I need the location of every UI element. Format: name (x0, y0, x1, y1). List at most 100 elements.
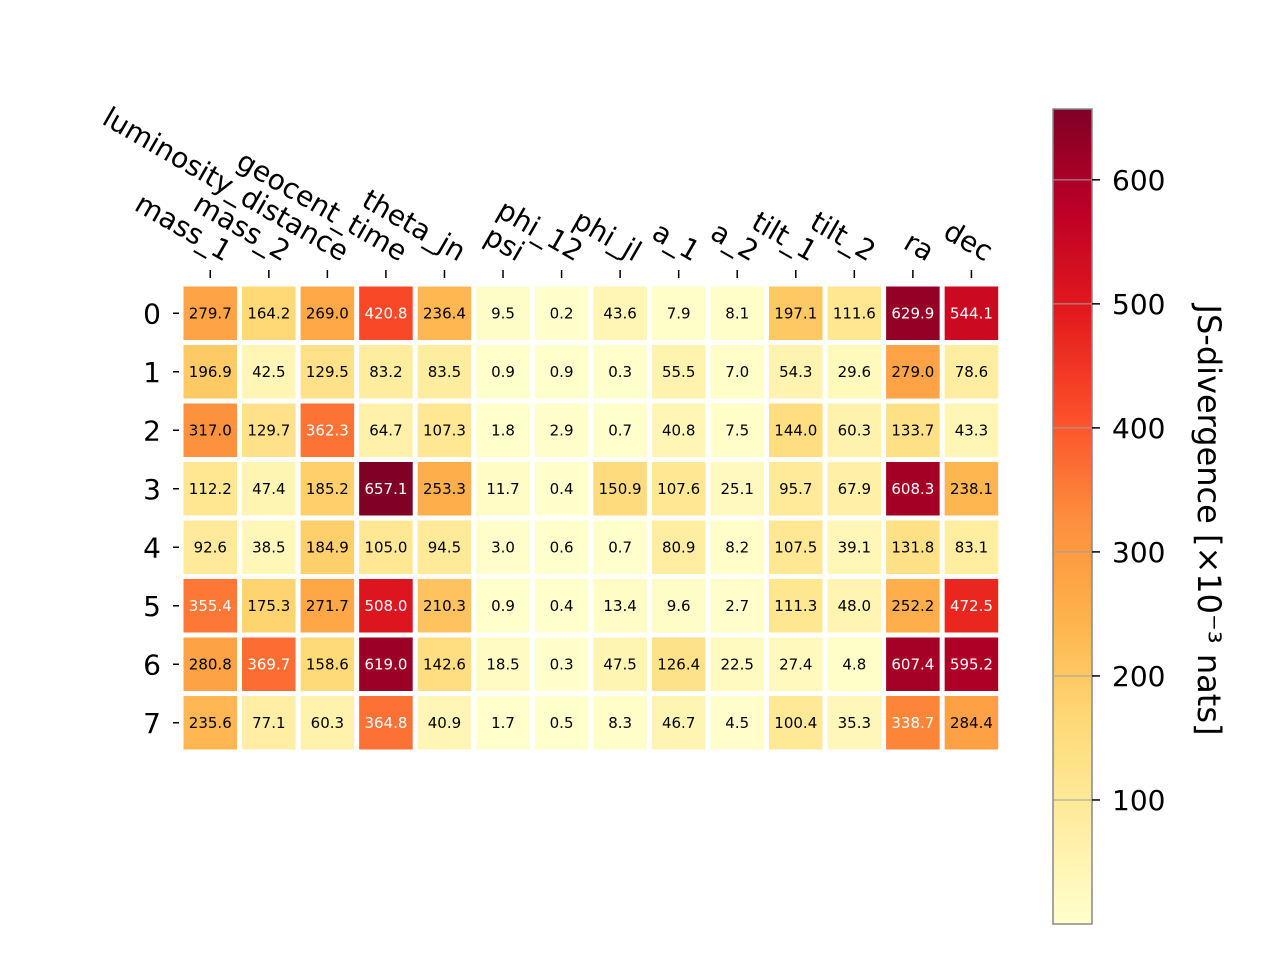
colorbar-tick-label: 100 (1112, 784, 1165, 817)
heatmap-cell (359, 637, 413, 691)
heatmap-cell (534, 403, 589, 457)
heatmap-cell (769, 637, 823, 691)
heatmap-cell (534, 520, 589, 574)
heatmap-cell (242, 579, 296, 633)
heatmap-cell (359, 520, 413, 574)
heatmap-cell (710, 286, 764, 340)
heatmap-cell (242, 286, 296, 340)
heatmap-cell (183, 520, 238, 574)
heatmap-cell (651, 696, 706, 750)
heatmap-cell (886, 637, 940, 691)
cell-value-label: 150.9 (599, 480, 642, 498)
colorbar-tick-label: 400 (1112, 412, 1165, 445)
cell-value-label: 280.8 (189, 655, 232, 673)
cell-value-label: 362.3 (306, 421, 349, 439)
heatmap-cell (651, 286, 706, 340)
cell-value-label: 279.7 (189, 304, 232, 322)
cell-value-label: 67.9 (838, 480, 871, 498)
heatmap-cell (710, 403, 764, 457)
heatmap-cell (476, 286, 530, 340)
heatmap-cell (183, 696, 238, 750)
cell-value-label: 629.9 (891, 304, 934, 322)
heatmap-cell (651, 520, 706, 574)
cell-value-label: 0.3 (608, 363, 632, 381)
cell-value-label: 236.4 (423, 304, 466, 322)
cell-value-label: 55.5 (662, 363, 695, 381)
row-labels: 0 1 2 3 4 5 6 7 (143, 297, 179, 740)
heatmap-cell (886, 579, 940, 633)
heatmap-cell (769, 286, 823, 340)
heatmap-cell (183, 462, 238, 516)
cell-value-label: 9.6 (667, 597, 691, 615)
heatmap-cell (417, 579, 472, 633)
heatmap-cell (651, 403, 706, 457)
cell-value-label: 197.1 (774, 304, 817, 322)
cell-value-label: 472.5 (950, 597, 993, 615)
heatmap-cell (417, 403, 472, 457)
heatmap-cell (886, 520, 940, 574)
heatmap-cell (944, 286, 999, 340)
cell-value-label: 185.2 (306, 480, 349, 498)
heatmap-cell (417, 696, 472, 750)
cell-value-label: 111.6 (833, 304, 876, 322)
heatmap-cell (359, 286, 413, 340)
heatmap-cell (300, 520, 355, 574)
heatmap-cell (476, 403, 530, 457)
cell-value-label: 607.4 (891, 655, 934, 673)
cell-value-label: 43.6 (603, 304, 636, 322)
cell-value-label: 4.5 (725, 714, 749, 732)
row-label: 5 (143, 590, 161, 623)
heatmap-cell (769, 579, 823, 633)
cell-value-label: 175.3 (247, 597, 290, 615)
cell-value-label: 0.3 (550, 655, 574, 673)
cell-value-label: 0.2 (550, 304, 574, 322)
heatmap-cell (944, 403, 999, 457)
heatmap-cell (827, 579, 882, 633)
heatmap-cell (300, 579, 355, 633)
cell-value-label: 7.0 (725, 363, 749, 381)
column-label: ra (899, 225, 940, 268)
heatmap-cell (827, 345, 882, 399)
heatmap-cell (534, 579, 589, 633)
heatmap-cell (593, 637, 647, 691)
cell-value-label: 284.4 (950, 714, 993, 732)
heatmap-cell (242, 637, 296, 691)
heatmap-cell (242, 345, 296, 399)
heatmap-cell (242, 696, 296, 750)
cell-value-label: 0.4 (550, 480, 574, 498)
heatmap-cell (300, 696, 355, 750)
cell-value-label: 142.6 (423, 655, 466, 673)
cell-value-label: 92.6 (194, 538, 227, 556)
cell-value-label: 210.3 (423, 597, 466, 615)
cell-value-label: 364.8 (364, 714, 407, 732)
colorbar-gradient (1052, 108, 1093, 925)
heatmap-cell (827, 462, 882, 516)
heatmap-cell (417, 286, 472, 340)
cell-value-label: 105.0 (364, 538, 407, 556)
cell-value-label: 420.8 (364, 304, 407, 322)
cell-value-label: 3.0 (491, 538, 515, 556)
cell-value-label: 107.3 (423, 421, 466, 439)
heatmap-cell (476, 637, 530, 691)
cell-value-label: 595.2 (950, 655, 993, 673)
cell-value-label: 0.9 (491, 363, 515, 381)
cell-value-label: 158.6 (306, 655, 349, 673)
cell-value-label: 544.1 (950, 304, 993, 322)
cell-value-label: 83.5 (428, 363, 461, 381)
cell-value-label: 46.7 (662, 714, 695, 732)
colorbar-tick-label: 300 (1112, 536, 1165, 569)
cell-value-label: 7.9 (667, 304, 691, 322)
cell-value-label: 48.0 (838, 597, 871, 615)
heatmap-cell (242, 403, 296, 457)
heatmap-cell (827, 286, 882, 340)
heatmap-cell (886, 286, 940, 340)
heatmap-cell (417, 520, 472, 574)
heatmap-cell (476, 696, 530, 750)
cell-value-label: 8.3 (608, 714, 632, 732)
cell-value-label: 235.6 (189, 714, 232, 732)
heatmap-cell (710, 696, 764, 750)
heatmap-cell (769, 403, 823, 457)
cell-value-label: 83.2 (369, 363, 402, 381)
heatmap-cell (944, 696, 999, 750)
